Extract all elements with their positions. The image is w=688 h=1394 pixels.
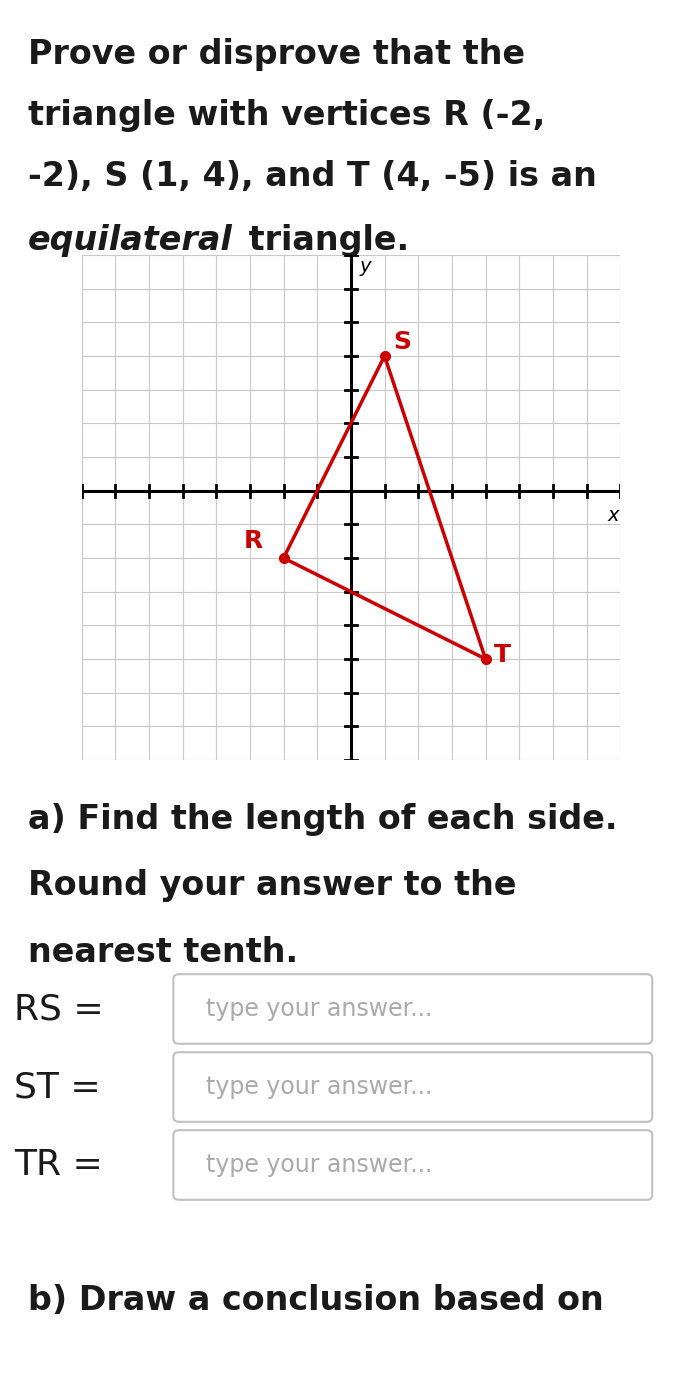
Text: equilateral: equilateral [28, 224, 233, 256]
FancyBboxPatch shape [173, 1052, 652, 1122]
Text: T: T [494, 644, 511, 668]
Text: TR =: TR = [14, 1149, 103, 1182]
FancyBboxPatch shape [173, 1131, 652, 1200]
Text: -2), S (1, 4), and T (4, -5) is an: -2), S (1, 4), and T (4, -5) is an [28, 160, 596, 194]
Text: RS =: RS = [14, 993, 103, 1026]
FancyBboxPatch shape [173, 974, 652, 1044]
Text: R: R [244, 528, 264, 553]
Text: triangle.: triangle. [237, 224, 409, 256]
Text: ST =: ST = [14, 1071, 100, 1104]
Text: type your answer...: type your answer... [206, 997, 433, 1020]
Text: triangle with vertices R (-2,: triangle with vertices R (-2, [28, 99, 545, 132]
Text: S: S [393, 330, 411, 354]
Text: y: y [359, 256, 371, 276]
Text: Prove or disprove that the: Prove or disprove that the [28, 38, 525, 71]
Text: a) Find the length of each side.: a) Find the length of each side. [28, 803, 617, 836]
Text: b) Draw a conclusion based on: b) Draw a conclusion based on [28, 1284, 603, 1316]
Text: type your answer...: type your answer... [206, 1153, 433, 1177]
Text: x: x [607, 506, 619, 524]
Text: Round your answer to the: Round your answer to the [28, 870, 516, 902]
Text: type your answer...: type your answer... [206, 1075, 433, 1098]
Text: nearest tenth.: nearest tenth. [28, 935, 298, 969]
